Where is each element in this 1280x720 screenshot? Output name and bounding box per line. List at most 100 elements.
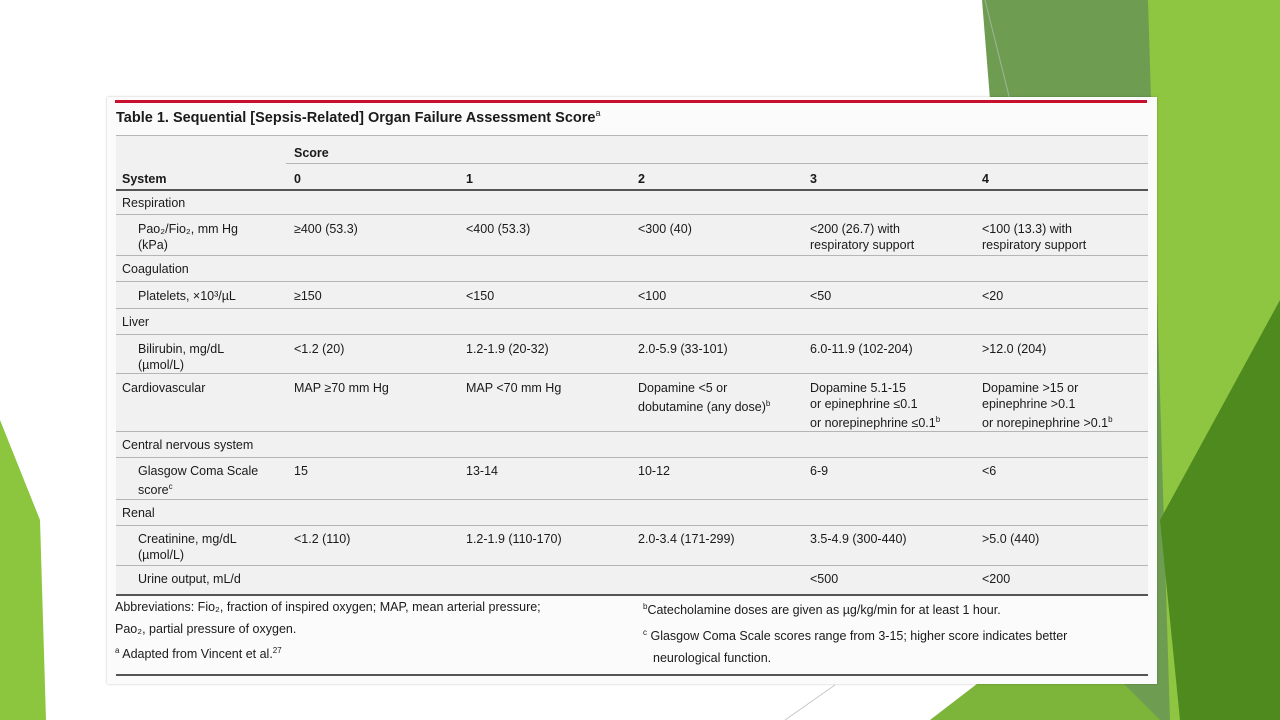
category-cardiovascular: Cardiovascular (122, 381, 206, 395)
row-label-line: Creatinine, mg/dL (138, 532, 237, 546)
row-label-line: Glasgow Coma Scale (138, 464, 259, 478)
footnote-line: Pao₂, partial pressure of oxygen. (115, 622, 297, 636)
footnote-line: Abbreviations: Fio₂, fraction of inspire… (115, 600, 541, 614)
cell-pao2-0: ≥400 (53.3) (294, 222, 358, 236)
cell-platelets-3: <50 (810, 289, 832, 303)
rule (116, 565, 1148, 566)
cell-creatinine-4: >5.0 (440) (982, 532, 1040, 546)
green-shape-right-dark (1160, 300, 1280, 720)
category-liver: Liver (122, 315, 150, 329)
score-2-header: 2 (638, 172, 645, 186)
cell-platelets-0: ≥150 (294, 289, 322, 303)
cell-bilirubin-2: 2.0-5.9 (33-101) (638, 342, 728, 356)
rule (116, 373, 1148, 374)
rule (116, 431, 1148, 432)
row-label-platelets: Platelets, ×10³/µL (138, 289, 236, 303)
rule (116, 499, 1148, 500)
score-header: Score (294, 146, 329, 160)
row-label-gcs: Glasgow Coma Scale scorec (138, 463, 258, 498)
rule (116, 334, 1148, 335)
rule (116, 525, 1148, 526)
cell-platelets-4: <20 (982, 289, 1004, 303)
rule (286, 163, 1148, 164)
row-label-urine: Urine output, mL/d (138, 572, 241, 586)
cell-gcs-2: 10-12 (638, 464, 670, 478)
cell-line: Dopamine >15 or (982, 381, 1079, 395)
cell-line: Dopamine <5 or (638, 381, 728, 395)
cell-line: or epinephrine ≤0.1 (810, 397, 918, 411)
row-label-line: (kPa) (138, 238, 168, 252)
cell-creatinine-2: 2.0-3.4 (171-299) (638, 532, 735, 546)
score-4-header: 4 (982, 172, 989, 186)
rule (116, 457, 1148, 458)
cell-gcs-4: <6 (982, 464, 997, 478)
cell-line: respiratory support (810, 238, 915, 252)
cell-line: or norepinephrine >0.1 (982, 416, 1109, 431)
footnote-mark: c (643, 628, 647, 637)
cell-bilirubin-1: 1.2-1.9 (20-32) (466, 342, 549, 356)
footnote-mark: a (115, 646, 120, 655)
row-label-line: (µmol/L) (138, 358, 185, 372)
table-document: Table 1. Sequential [Sepsis-Related] Org… (107, 97, 1157, 684)
cell-line: <100 (13.3) with (982, 222, 1072, 236)
category-cns: Central nervous system (122, 438, 254, 452)
cell-cardio-3: Dopamine 5.1-15 or epinephrine ≤0.1 or nor… (810, 380, 940, 431)
cell-line: Dopamine 5.1-15 (810, 381, 906, 395)
footnote-text: Adapted from Vincent et al. (119, 647, 273, 662)
cell-line: dobutamine (any dose) (638, 400, 766, 415)
cell-gcs-1: 13-14 (466, 464, 498, 478)
footnote-text: neurological function. (653, 651, 772, 666)
footnote-mark: b (765, 399, 771, 408)
cell-line: respiratory support (982, 238, 1087, 252)
cell-bilirubin-0: <1.2 (20) (294, 342, 345, 356)
footnote-mark: b (643, 602, 648, 611)
cell-line: or norepinephrine ≤0.1 (810, 416, 936, 431)
title-accent-bar (115, 100, 1147, 103)
rule (116, 135, 1148, 136)
cell-urine-3: <500 (810, 572, 839, 586)
cell-line: <200 (26.7) with (810, 222, 900, 236)
row-label-line: Bilirubin, mg/dL (138, 342, 225, 356)
footnote-a: a Adapted from Vincent et al.27 (115, 640, 282, 665)
cell-platelets-1: <150 (466, 289, 495, 303)
rule (116, 308, 1148, 309)
cell-pao2-4: <100 (13.3) with respiratory support (982, 221, 1086, 253)
row-label-line: score (138, 483, 169, 498)
score-1-header: 1 (466, 172, 473, 186)
table-title-text: Table 1. Sequential [Sepsis-Related] Org… (116, 109, 596, 126)
cell-pao2-1: <400 (53.3) (466, 222, 531, 236)
row-label-bilirubin: Bilirubin, mg/dL (µmol/L) (138, 341, 224, 373)
cell-pao2-3: <200 (26.7) with respiratory support (810, 221, 914, 253)
system-header: System (122, 172, 167, 186)
cell-creatinine-3: 3.5-4.9 (300-440) (810, 532, 907, 546)
footnote-text: Catecholamine doses are given as µg/kg/m… (647, 603, 1001, 618)
footnote-text: Glasgow Coma Scale scores range from 3-1… (647, 629, 1068, 644)
footnote-abbreviations: Abbreviations: Fio₂, fraction of inspire… (115, 596, 541, 640)
score-3-header: 3 (810, 172, 817, 186)
row-label-line: (µmol/L) (138, 548, 185, 562)
category-respiration: Respiration (122, 196, 186, 210)
table-title: Table 1. Sequential [Sepsis-Related] Org… (116, 108, 600, 126)
footnote-mark: b (1108, 415, 1113, 424)
green-shape-left (0, 420, 46, 720)
sofa-table: Score System 0 1 2 3 4 Respiration Pao₂/… (116, 135, 1148, 594)
footnote-mark: c (168, 482, 173, 491)
cell-pao2-2: <300 (40) (638, 222, 692, 236)
cell-cardio-1: MAP <70 mm Hg (466, 381, 562, 395)
cell-creatinine-0: <1.2 (110) (294, 532, 351, 546)
category-coagulation: Coagulation (122, 262, 189, 276)
rule (116, 214, 1148, 215)
row-label-creatinine: Creatinine, mg/dL (µmol/L) (138, 531, 237, 563)
rule (116, 281, 1148, 282)
title-footnote-mark: a (595, 108, 601, 118)
cell-cardio-4: Dopamine >15 or epinephrine >0.1 or norepi… (982, 380, 1113, 431)
table-bottom-rule (116, 594, 1148, 596)
reference-mark: 27 (272, 646, 282, 655)
cell-line: epinephrine >0.1 (982, 397, 1076, 411)
footnote-b: bCatecholamine doses are given as µg/kg/… (643, 596, 1001, 621)
thin-decor-line (984, 0, 1011, 101)
cell-cardio-0: MAP ≥70 mm Hg (294, 381, 389, 395)
thin-decor-line-bottom (784, 684, 836, 720)
cell-urine-4: <200 (982, 572, 1011, 586)
cell-bilirubin-4: >12.0 (204) (982, 342, 1047, 356)
